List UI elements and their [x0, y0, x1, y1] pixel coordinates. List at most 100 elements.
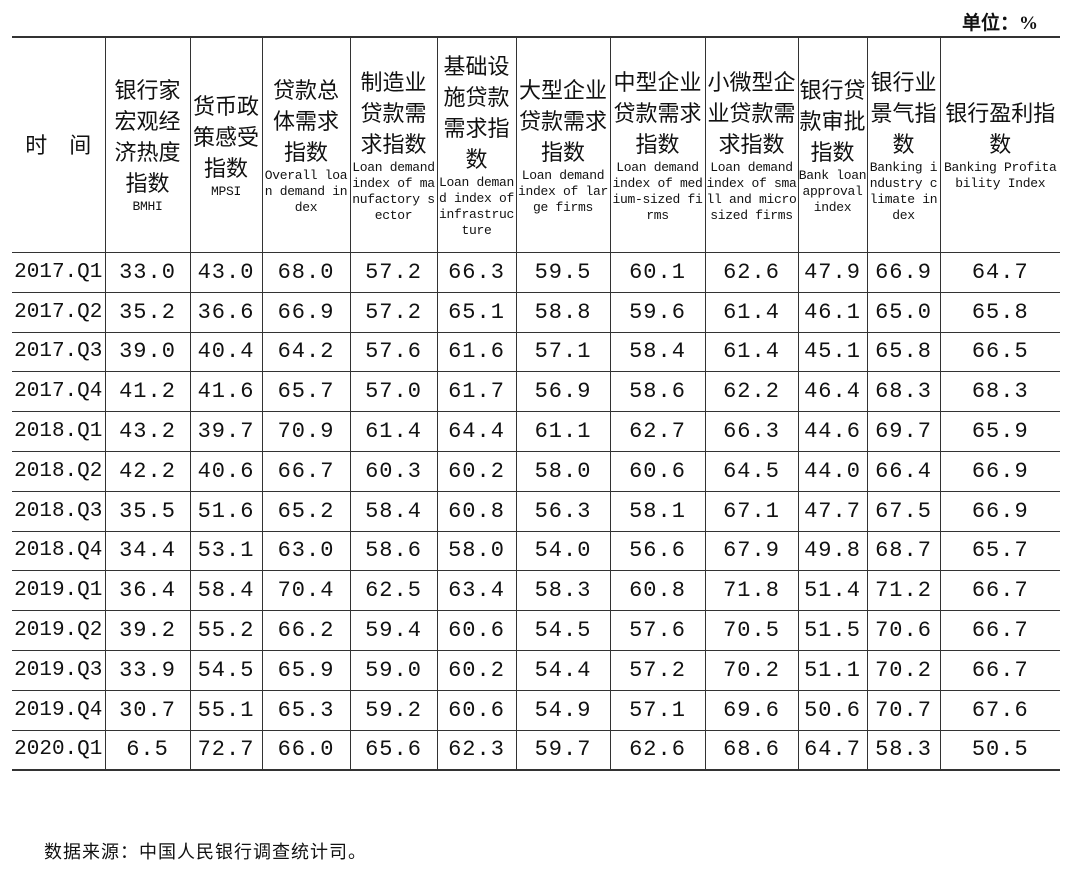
column-header-zh: 银行家宏观经济热度指数: [114, 78, 181, 196]
value-cell: 67.6: [939, 689, 1060, 731]
value-cell: 35.2: [104, 291, 191, 333]
value-cell: 40.6: [189, 450, 263, 492]
value-cell: 70.6: [866, 610, 941, 651]
value-cell: 60.2: [436, 649, 517, 691]
value-cell: 67.5: [866, 490, 941, 532]
column-header-zh: 银行业景气指数: [870, 69, 937, 157]
column-header-en: BMHI: [132, 199, 163, 214]
value-cell: 70.7: [866, 689, 941, 731]
value-cell: 66.5: [939, 331, 1060, 373]
period-cell: 2017.Q2: [12, 291, 106, 333]
column-header-en: Loan demand index of manufactory sector: [352, 159, 435, 223]
value-cell: 58.6: [349, 530, 438, 572]
value-cell: 61.7: [436, 371, 517, 413]
value-cell: 60.1: [609, 252, 706, 293]
value-cell: 61.6: [436, 331, 517, 373]
source-note: 数据来源：中国人民银行调查统计司。: [44, 842, 367, 862]
value-cell: 65.3: [261, 689, 351, 731]
value-cell: 54.5: [515, 610, 611, 651]
column-header-zh: 银行盈利指数: [945, 101, 1056, 157]
period-cell: 2019.Q3: [12, 649, 106, 691]
period-cell: 2017.Q1: [12, 252, 106, 293]
value-cell: 46.1: [797, 291, 868, 333]
value-cell: 54.4: [515, 649, 611, 691]
value-cell: 61.4: [349, 411, 438, 452]
value-cell: 66.7: [939, 610, 1060, 651]
value-cell: 66.9: [939, 450, 1060, 492]
value-cell: 36.4: [104, 570, 191, 612]
value-cell: 63.0: [261, 530, 351, 572]
column-header-zh: 中型企业贷款需求指数: [613, 69, 702, 157]
column-header-en: Banking Profitability Index: [943, 160, 1057, 191]
column-header-en: Bank loan approval index: [798, 167, 867, 215]
table-row: 2017.Q3 39.0 40.4 64.2 57.6 61.6 57.1 58.4 61.4 4…: [12, 331, 1060, 373]
column-header: 中型企业贷款需求指数 Loan demand index of medium-si…: [609, 36, 706, 253]
value-cell: 66.2: [261, 610, 351, 651]
value-cell: 56.3: [515, 490, 611, 532]
column-header-en: MPSI: [210, 183, 241, 199]
table-row: 2019.Q2 39.2 55.2 66.2 59.4 60.6 54.5 57.6 70.5 5…: [12, 610, 1060, 651]
column-header: 银行业景气指数 Banking industry climate index: [866, 36, 941, 253]
value-cell: 62.6: [704, 252, 799, 293]
column-header-zh: 贷款总体需求指数: [272, 77, 339, 165]
value-cell: 6.5: [104, 729, 191, 771]
value-cell: 57.1: [515, 331, 611, 373]
value-cell: 69.6: [704, 689, 799, 731]
value-cell: 66.9: [939, 490, 1060, 532]
table-row: 2017.Q1 33.0 43.0 68.0 57.2 66.3 59.5 60.1 62.6 4…: [12, 252, 1060, 293]
column-header-zh: 基础设施贷款需求指数: [443, 54, 510, 172]
value-cell: 64.4: [436, 411, 517, 452]
value-cell: 62.2: [704, 371, 799, 413]
value-cell: 61.4: [704, 291, 799, 333]
value-cell: 33.9: [104, 649, 191, 691]
value-cell: 51.5: [797, 610, 868, 651]
column-header-en: Loan demand index of infrastructure: [438, 175, 514, 238]
column-header: 大型企业贷款需求指数 Loan demand index of large fir…: [515, 36, 611, 253]
value-cell: 59.0: [349, 649, 438, 691]
value-cell: 59.7: [515, 729, 611, 771]
value-cell: 65.2: [261, 490, 351, 532]
value-cell: 39.2: [104, 610, 191, 651]
value-cell: 61.4: [704, 331, 799, 373]
value-cell: 60.3: [349, 450, 438, 492]
table-row: 2019.Q4 30.7 55.1 65.3 59.2 60.6 54.9 57.1 69.6 5…: [12, 689, 1060, 731]
value-cell: 33.0: [104, 252, 191, 293]
period-cell: 2018.Q1: [12, 411, 106, 452]
value-cell: 57.2: [609, 649, 706, 691]
column-header: 银行盈利指数 Banking Profitability Index: [939, 36, 1060, 253]
value-cell: 43.2: [104, 411, 191, 452]
value-cell: 60.6: [609, 450, 706, 492]
value-cell: 58.1: [609, 490, 706, 532]
value-cell: 59.5: [515, 252, 611, 293]
value-cell: 58.3: [515, 570, 611, 612]
period-cell: 2018.Q4: [12, 530, 106, 572]
column-header: 基础设施贷款需求指数 Loan demand index of infrastru…: [436, 36, 517, 253]
value-cell: 71.2: [866, 570, 941, 612]
value-cell: 47.9: [797, 252, 868, 293]
value-cell: 50.5: [939, 729, 1060, 771]
table-row: 2018.Q4 34.4 53.1 63.0 58.6 58.0 54.0 56.6 67.9 4…: [12, 530, 1060, 572]
value-cell: 55.2: [189, 610, 263, 651]
value-cell: 57.0: [349, 371, 438, 413]
column-header: 货币政策感受指数 MPSI: [189, 36, 263, 253]
value-cell: 66.9: [261, 291, 351, 333]
value-cell: 66.7: [939, 570, 1060, 612]
value-cell: 61.1: [515, 411, 611, 452]
value-cell: 70.2: [866, 649, 941, 691]
period-cell: 2019.Q2: [12, 610, 106, 651]
column-header-en: Loan demand index of small and micro siz…: [706, 159, 797, 223]
value-cell: 51.4: [797, 570, 868, 612]
period-cell: 2019.Q4: [12, 689, 106, 731]
column-header-en: Loan demand index of large firms: [517, 167, 608, 215]
value-cell: 57.6: [609, 610, 706, 651]
value-cell: 34.4: [104, 530, 191, 572]
value-cell: 65.9: [261, 649, 351, 691]
value-cell: 67.9: [704, 530, 799, 572]
value-cell: 54.9: [515, 689, 611, 731]
column-header: 贷款总体需求指数 Overall loan demand index: [261, 36, 351, 253]
value-cell: 72.7: [189, 729, 263, 771]
value-cell: 68.3: [866, 371, 941, 413]
value-cell: 58.8: [515, 291, 611, 333]
value-cell: 62.5: [349, 570, 438, 612]
value-cell: 57.2: [349, 252, 438, 293]
